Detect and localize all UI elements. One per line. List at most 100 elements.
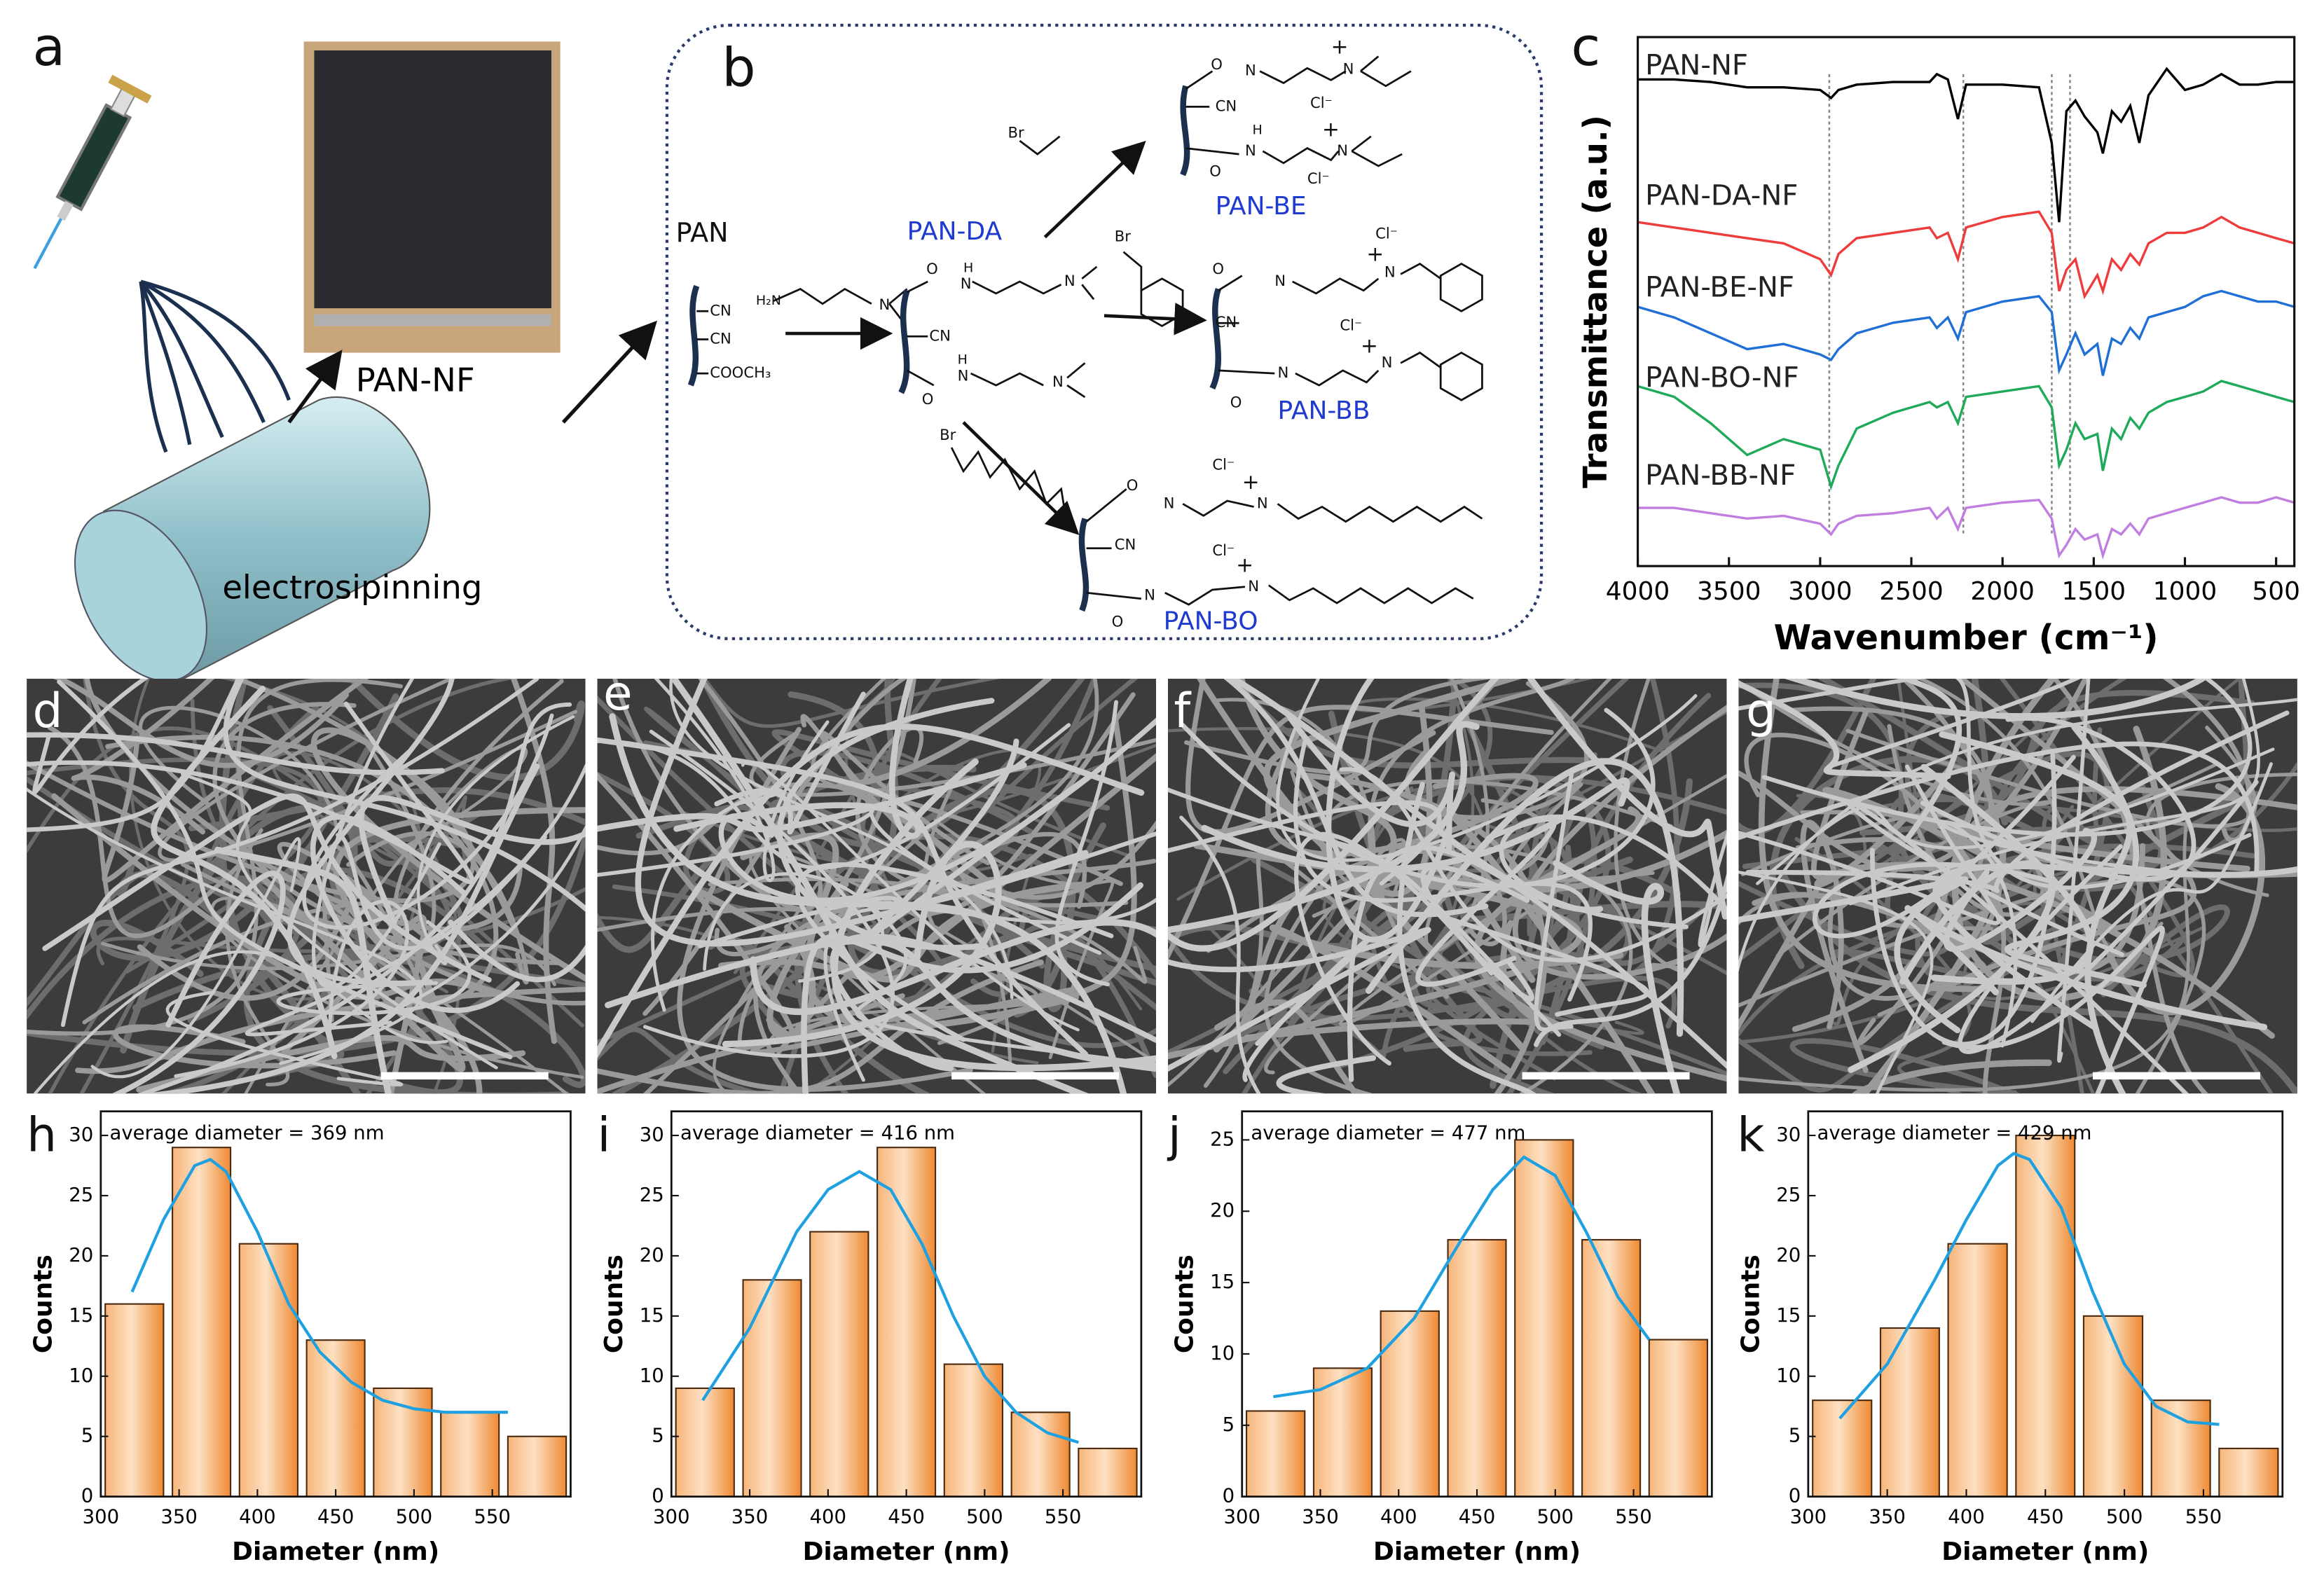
fiber	[1179, 815, 1261, 1094]
fiber	[214, 846, 392, 1094]
spectrum-line	[1637, 289, 2295, 376]
fiber	[802, 915, 1143, 1094]
x-tick-label: 300	[1223, 1505, 1260, 1528]
scheme-text: H₂N	[756, 293, 781, 308]
y-axis-label: Counts	[1736, 1254, 1765, 1353]
scheme-text: PAN-BE	[1216, 192, 1307, 221]
fiber	[137, 888, 377, 1001]
fiber	[310, 814, 521, 1014]
sem-image	[1167, 678, 1727, 1094]
series-label: PAN-NF	[1645, 49, 1748, 81]
plot-frame	[99, 1110, 572, 1498]
bar	[2015, 1134, 2076, 1498]
fiber	[180, 772, 498, 1070]
fiber	[212, 702, 563, 965]
fiber	[287, 678, 455, 986]
x-tick-label: 350	[1869, 1505, 1906, 1528]
bar	[1380, 1310, 1440, 1498]
fiber	[136, 1035, 526, 1093]
y-tick-label: 20	[1776, 1244, 1801, 1266]
scheme-text: N	[1245, 141, 1256, 159]
y-tick-label: 10	[640, 1364, 664, 1387]
spectrum-line	[1637, 67, 2295, 223]
scheme-text: CN	[929, 326, 951, 344]
x-axis-label: Diameter (nm)	[1373, 1537, 1581, 1566]
x-tick-label: 1000	[2153, 577, 2218, 606]
fit-curve	[130, 1158, 508, 1414]
scheme-text: N	[1382, 353, 1393, 371]
fiber	[703, 872, 884, 983]
fiber	[1180, 707, 1656, 888]
bar	[1246, 1410, 1306, 1498]
spectrum-line	[1637, 210, 2295, 300]
fiber	[1184, 678, 1494, 775]
fiber	[1527, 678, 1727, 920]
fiber	[1939, 820, 2178, 1048]
fiber	[1512, 705, 1727, 980]
fiber	[138, 705, 338, 828]
y-tick-label: 10	[69, 1364, 93, 1387]
bar	[1078, 1447, 1138, 1498]
plot-frame	[670, 1110, 1143, 1498]
fiber	[1167, 800, 1442, 886]
fiber	[448, 919, 586, 983]
fiber	[71, 678, 215, 835]
scheme-text: N	[1343, 60, 1354, 77]
fiber	[1397, 782, 1537, 1094]
fiber	[1943, 827, 2098, 952]
fiber	[2057, 678, 2091, 1063]
y-axis-label: Counts	[600, 1254, 628, 1353]
y-tick-label: 25	[69, 1184, 93, 1206]
arrow	[1043, 140, 1146, 239]
scheme-text: N	[879, 296, 890, 313]
x-axis-label: Diameter (nm)	[232, 1537, 439, 1566]
scheme-text: H	[958, 352, 968, 368]
fiber	[1347, 845, 1727, 1082]
scheme-text: Cl⁻	[1375, 224, 1398, 242]
x-tick-label: 4000	[1606, 577, 1670, 606]
fiber	[165, 990, 404, 1087]
fiber	[302, 713, 554, 930]
fiber	[1738, 876, 1969, 1034]
x-axis-label: Diameter (nm)	[803, 1537, 1010, 1566]
fiber	[1845, 726, 2257, 829]
bar	[172, 1147, 232, 1498]
syringe	[33, 74, 152, 270]
scheme-text: Cl⁻	[1212, 455, 1235, 473]
x-tick-label: 550	[1615, 1505, 1652, 1528]
x-tick-label: 3500	[1697, 577, 1761, 606]
fiber	[1859, 690, 2255, 836]
fiber	[1698, 831, 1727, 948]
y-tick-label: 25	[640, 1184, 664, 1206]
spectrum-line	[1637, 496, 2295, 560]
sem-image	[1738, 678, 2297, 1094]
y-tick-label: 25	[1776, 1184, 1801, 1206]
bar	[742, 1279, 802, 1498]
x-tick-label: 500	[2252, 577, 2300, 606]
fiber	[1287, 714, 1455, 853]
bar	[1581, 1238, 1642, 1498]
y-axis-label: Transmittance (a.u.)	[1576, 115, 1614, 488]
series-label: PAN-BB-NF	[1645, 459, 1796, 492]
scheme-text: Cl⁻	[1340, 316, 1362, 333]
bar	[104, 1303, 165, 1498]
x-tick-label: 450	[317, 1505, 355, 1528]
fiber	[32, 678, 149, 794]
scheme-text: CN	[710, 301, 731, 319]
fiber	[416, 715, 575, 965]
fiber	[823, 897, 1157, 1082]
bar	[1947, 1243, 2008, 1498]
scheme-text: H	[963, 260, 973, 275]
spectrum-line	[1637, 380, 2295, 491]
panel-label: j	[1167, 1107, 1181, 1162]
x-tick-label: 550	[1045, 1505, 1082, 1528]
x-tick-label: 450	[888, 1505, 925, 1528]
scheme-text: Cl⁻	[1212, 541, 1235, 559]
scheme-text: O	[922, 390, 934, 408]
y-tick-label: 10	[1776, 1364, 1801, 1387]
scheme-text: Br	[940, 426, 956, 443]
y-tick-label: 5	[81, 1425, 94, 1447]
scheme-text: N	[1337, 141, 1348, 159]
